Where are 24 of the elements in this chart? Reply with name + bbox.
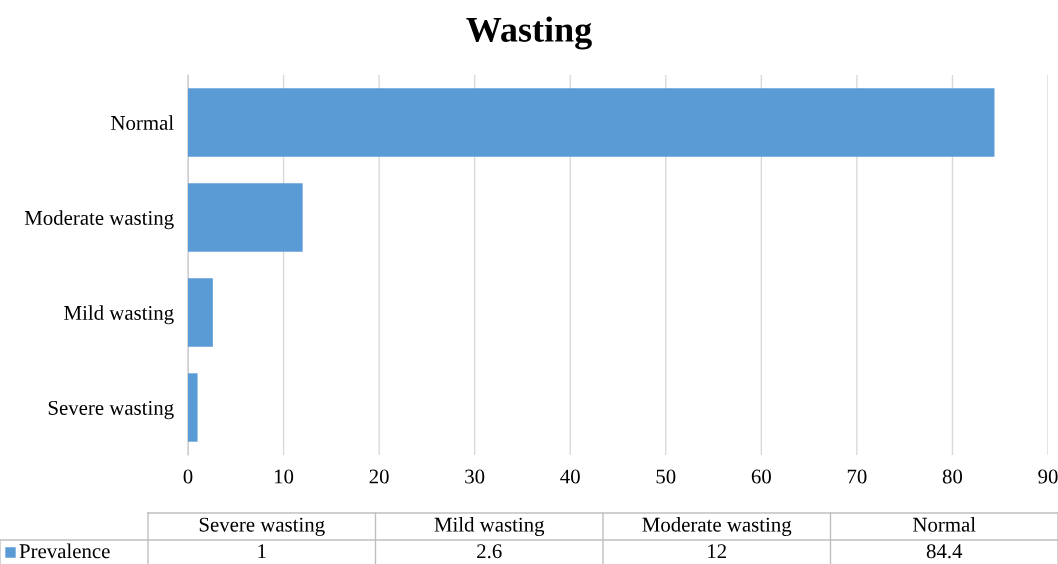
x-tick-label: 80 (942, 469, 963, 484)
x-tick-label: 70 (847, 469, 867, 484)
category-label: Normal (913, 517, 976, 532)
category-label: Severe wasting (199, 517, 325, 536)
x-tick-label: 90 (1038, 469, 1058, 484)
x-tick-label: 50 (656, 469, 676, 484)
text: 1 (258, 544, 266, 559)
x-tick-label: 0 (183, 469, 193, 484)
y-tick-label: Normal (111, 115, 174, 130)
category-label: Mild wasting (434, 517, 545, 536)
x-tick-label: 60 (751, 469, 771, 484)
chart-title: Wasting (466, 16, 592, 50)
text: 2.6 (477, 544, 502, 559)
text: 12 (708, 544, 727, 559)
y-tick-label: Moderate wasting (24, 210, 174, 230)
y-tick-label: Severe wasting (48, 400, 174, 420)
y-tick-label: Mild wasting (64, 305, 174, 325)
x-tick-label: 10 (274, 469, 294, 484)
text: 84.4 (926, 544, 963, 559)
x-tick-label: 30 (465, 469, 485, 484)
legend-label: Prevalence (19, 543, 110, 559)
x-tick-label: 40 (560, 469, 580, 484)
category-label: Moderate wasting (642, 517, 792, 536)
x-tick-label: 20 (369, 469, 389, 484)
